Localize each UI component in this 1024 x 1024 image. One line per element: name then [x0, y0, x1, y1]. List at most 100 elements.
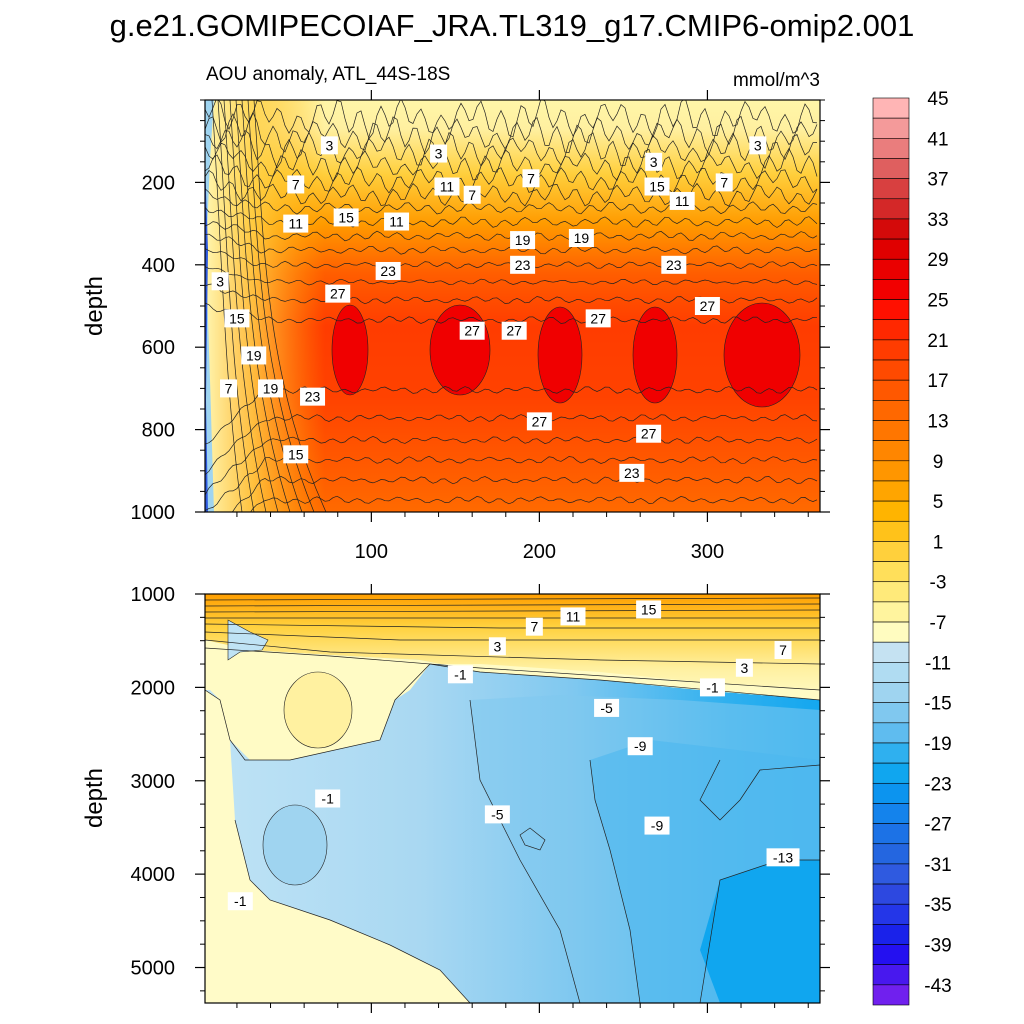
contour-label-background: [501, 321, 527, 340]
contour-label: 23: [510, 255, 536, 274]
contour-label-text: 3: [435, 146, 443, 162]
lower-plot-area: [205, 594, 820, 1003]
upper-left-blue-core: [205, 160, 208, 512]
colorbar-tick-label: 9: [933, 452, 944, 473]
contour-label: 27: [694, 297, 720, 315]
contour-label: 7: [774, 641, 792, 660]
colorbar-swatch: [872, 379, 910, 401]
contour-line: [205, 639, 820, 665]
contour-line: [205, 266, 818, 286]
contour-label-text: 7: [779, 642, 787, 658]
contour-label-text: 3: [754, 137, 762, 153]
contour-line: [205, 436, 818, 496]
colorbar-swatch: [872, 762, 910, 784]
colorbar-swatch: [872, 400, 910, 421]
contour-label-background: [627, 737, 653, 756]
y-tick-label: 2000: [131, 677, 176, 699]
contour-label: 23: [300, 387, 326, 406]
contour-label-text: 23: [380, 263, 396, 279]
contour-label-background: [463, 185, 481, 204]
contour-label-background: [644, 177, 670, 196]
contour-line: [469, 699, 581, 1003]
colorbar-tick-label: 29: [927, 250, 948, 271]
contour-label-text: 11: [288, 216, 303, 232]
upper-contour-lines: [205, 100, 818, 512]
colorbar-swatch: [872, 924, 910, 945]
contour-label-background: [283, 445, 309, 464]
contour-label-background: [749, 136, 767, 155]
contour-label: 15: [636, 600, 662, 619]
contour-label-background: [735, 658, 753, 677]
contour-label-background: [669, 191, 695, 210]
contour-label-background: [227, 892, 253, 911]
contour-label-text: 7: [527, 170, 535, 186]
contour-label-background: [241, 346, 267, 365]
colorbar-tick-label: -39: [924, 936, 951, 957]
contour-label: -13: [766, 848, 800, 867]
lower-warm-eddy: [283, 671, 353, 749]
contour-label-text: -1: [706, 679, 719, 695]
contour-label-background: [774, 641, 792, 660]
upper-max-blob: [537, 306, 583, 404]
colorbar-tick-label: 33: [927, 210, 948, 231]
contour-label: 19: [258, 379, 284, 398]
colorbar-swatch: [872, 198, 910, 220]
contour-label-background: [522, 169, 540, 188]
colorbar-swatch: [872, 359, 910, 381]
lower-ylabel: depth: [81, 768, 108, 828]
contour-label-text: 23: [515, 257, 531, 273]
contour-label-background: [636, 424, 662, 443]
contour-label-text: 11: [389, 214, 404, 230]
contour-label: 11: [434, 177, 460, 196]
colorbar-swatch: [872, 823, 910, 845]
contour-label-text: 7: [530, 619, 538, 635]
contour-label-background: [525, 617, 543, 636]
colorbar-tick-label: 37: [927, 170, 948, 191]
colorbar-swatch: [872, 420, 910, 441]
contour-label: 19: [568, 229, 594, 248]
contour-label-text: 27: [532, 413, 548, 429]
contour-label-text: 23: [666, 257, 682, 273]
colorbar-tick-label: 41: [927, 129, 948, 150]
contour-line: [205, 597, 820, 601]
upper-max-blob: [632, 306, 678, 404]
contour-label: 15: [283, 445, 309, 464]
contour-label-background: [459, 321, 485, 340]
contour-label: 19: [241, 346, 267, 365]
contour-label-background: [325, 284, 351, 303]
contour-label-background: [488, 637, 506, 656]
contour-label-text: -5: [600, 700, 613, 716]
colorbar-swatch: [872, 97, 910, 119]
upper-contour-labels: 3 3 3 3 7 11 15 11 15 19 19 23 23 23 27 27 27 27 27 3 15 19 19…: [211, 136, 767, 482]
colorbar-swatch: [872, 480, 910, 502]
y-tick-label: 5000: [131, 958, 176, 980]
contour-line: [205, 609, 820, 613]
contour-label-background: [434, 177, 460, 196]
contour-line: [205, 154, 818, 194]
contour-label-background: [510, 255, 536, 274]
contour-label-text: 15: [641, 601, 657, 617]
contour-line: [699, 859, 820, 1003]
colorbar-tick-label: 1: [933, 532, 944, 553]
contour-label: 11: [283, 214, 309, 233]
colorbar-swatch: [872, 984, 910, 1006]
colorbar-tick-label: -11: [925, 653, 951, 674]
upper-field-left-gradient: [205, 100, 325, 512]
contour-label-background: [694, 297, 720, 315]
colorbar-swatch: [872, 218, 910, 240]
colorbar-swatch: [872, 883, 910, 905]
contour-label: 27: [636, 424, 662, 443]
contour-label-background: [526, 412, 552, 431]
colorbar-tick-label: -43: [924, 976, 951, 997]
contour-label: 27: [526, 412, 552, 431]
colorbar-labels: 45 41 37 33 29 25 21 17 13 9 5 1 -3 -7 -11 -15 -19 -23 -27…: [924, 89, 951, 997]
contour-label-text: -1: [454, 666, 467, 682]
contour-label: 7: [220, 379, 238, 398]
colorbar-tick-label: 45: [927, 89, 948, 110]
contour-label: -5: [484, 805, 510, 824]
contour-label: -1: [315, 789, 341, 808]
contour-label: 27: [325, 284, 351, 303]
lower-blue-eddy: [262, 804, 328, 886]
colorbar-tick-label: 21: [927, 331, 948, 352]
lower-contour-labels: 15 11 7 3 7 3 -1 -1 -5 -9 -1 -5 -9 -13 -1: [227, 600, 800, 911]
